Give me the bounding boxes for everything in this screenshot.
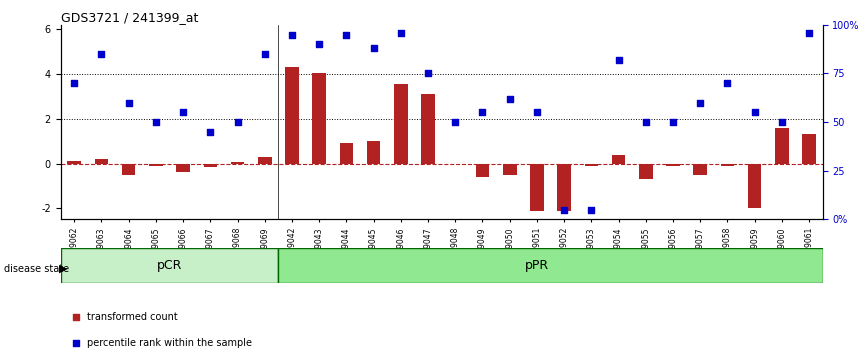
Bar — [251, 25, 278, 219]
Point — [366, 45, 380, 51]
Point — [258, 51, 272, 57]
Bar — [721, 164, 734, 166]
Bar — [530, 164, 544, 211]
Point — [69, 341, 83, 346]
Bar — [415, 25, 442, 219]
Bar — [142, 25, 170, 219]
Bar — [551, 25, 578, 219]
Bar — [666, 164, 680, 166]
Point — [530, 110, 544, 115]
Point — [122, 100, 136, 105]
Bar — [741, 25, 768, 219]
Point — [666, 119, 680, 125]
Bar — [523, 25, 551, 219]
Bar — [360, 25, 387, 219]
Bar — [475, 164, 489, 177]
Bar — [68, 161, 81, 164]
Bar — [230, 162, 244, 164]
Bar — [122, 164, 135, 175]
Bar — [149, 164, 163, 166]
Bar — [421, 94, 435, 164]
Point — [69, 314, 83, 320]
Bar — [496, 25, 523, 219]
Bar — [285, 67, 299, 164]
Point — [747, 110, 761, 115]
Point — [802, 30, 816, 35]
Bar — [796, 25, 823, 219]
Bar — [224, 25, 251, 219]
Point — [149, 119, 163, 125]
Point — [503, 96, 517, 102]
Point — [204, 129, 217, 135]
Bar — [632, 25, 659, 219]
Bar — [611, 155, 625, 164]
Bar — [170, 25, 197, 219]
Bar — [306, 25, 333, 219]
Point — [639, 119, 653, 125]
Point — [475, 110, 489, 115]
Bar — [578, 25, 605, 219]
Bar — [204, 164, 217, 167]
Point — [94, 51, 108, 57]
Bar — [339, 143, 353, 164]
Bar — [197, 25, 224, 219]
Bar — [115, 25, 142, 219]
Point — [68, 80, 81, 86]
Point — [611, 57, 625, 63]
Bar — [387, 25, 415, 219]
Text: pPR: pPR — [525, 259, 549, 272]
Bar — [503, 164, 516, 175]
Point — [585, 207, 598, 212]
FancyBboxPatch shape — [61, 248, 278, 283]
Bar — [333, 25, 360, 219]
Text: disease state: disease state — [4, 264, 69, 274]
Bar — [748, 164, 761, 208]
Bar — [802, 135, 816, 164]
Bar — [605, 25, 632, 219]
Bar — [659, 25, 687, 219]
Bar — [775, 128, 789, 164]
Bar — [87, 25, 115, 219]
Bar — [639, 164, 653, 179]
Text: transformed count: transformed count — [87, 312, 178, 322]
Bar — [177, 164, 190, 172]
Point — [775, 119, 789, 125]
Bar — [61, 25, 87, 219]
Point — [421, 70, 435, 76]
FancyBboxPatch shape — [278, 248, 823, 283]
Bar — [768, 25, 796, 219]
Point — [449, 119, 462, 125]
Point — [339, 32, 353, 37]
Point — [394, 30, 408, 35]
Bar — [367, 141, 380, 164]
Bar — [258, 157, 272, 164]
Text: percentile rank within the sample: percentile rank within the sample — [87, 338, 252, 348]
Point — [230, 119, 244, 125]
Bar — [94, 159, 108, 164]
Text: pCR: pCR — [157, 259, 182, 272]
Bar — [442, 25, 469, 219]
Point — [313, 41, 326, 47]
Bar — [694, 164, 707, 175]
Bar — [278, 25, 306, 219]
Bar — [394, 84, 408, 164]
Text: GDS3721 / 241399_at: GDS3721 / 241399_at — [61, 11, 198, 24]
Bar — [558, 164, 571, 211]
Point — [285, 32, 299, 37]
Bar — [313, 73, 326, 164]
Point — [694, 100, 708, 105]
Point — [721, 80, 734, 86]
Point — [557, 207, 571, 212]
Text: ▶: ▶ — [59, 264, 68, 274]
Point — [176, 110, 190, 115]
Bar — [469, 25, 496, 219]
Bar — [585, 164, 598, 166]
Bar — [714, 25, 741, 219]
Bar — [687, 25, 714, 219]
